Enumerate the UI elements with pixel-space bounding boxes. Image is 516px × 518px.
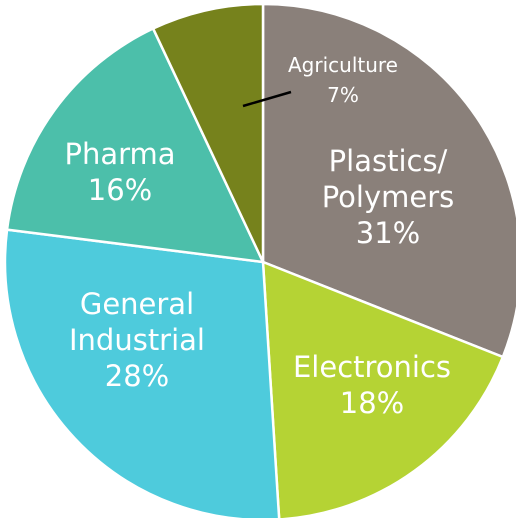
pie-slice [261,260,505,518]
slice-label: Plastics/ Polymers 31% [293,143,483,251]
category-name: Agriculture [288,53,398,77]
value-label: 18% [339,386,405,420]
category-name: Electronics [292,350,452,384]
category-name: Pharma [64,137,176,171]
category-name: Plastics/ Polymers [321,144,455,214]
value-label: 7% [327,83,359,107]
value-label: 28% [104,359,170,393]
slice-label: Agriculture 7% [258,50,428,110]
pie-slice [151,2,265,263]
pie-slice [261,2,516,359]
pie-slice [5,26,266,264]
category-name: General Industrial [68,287,205,357]
value-label: 16% [87,173,153,207]
leader-line [242,90,292,108]
slice-label: Pharma 16% [45,136,195,208]
slice-label: General Industrial 28% [47,286,227,394]
value-label: 31% [355,216,421,250]
slice-label: Electronics 18% [267,349,477,421]
pie-slice [3,228,281,518]
